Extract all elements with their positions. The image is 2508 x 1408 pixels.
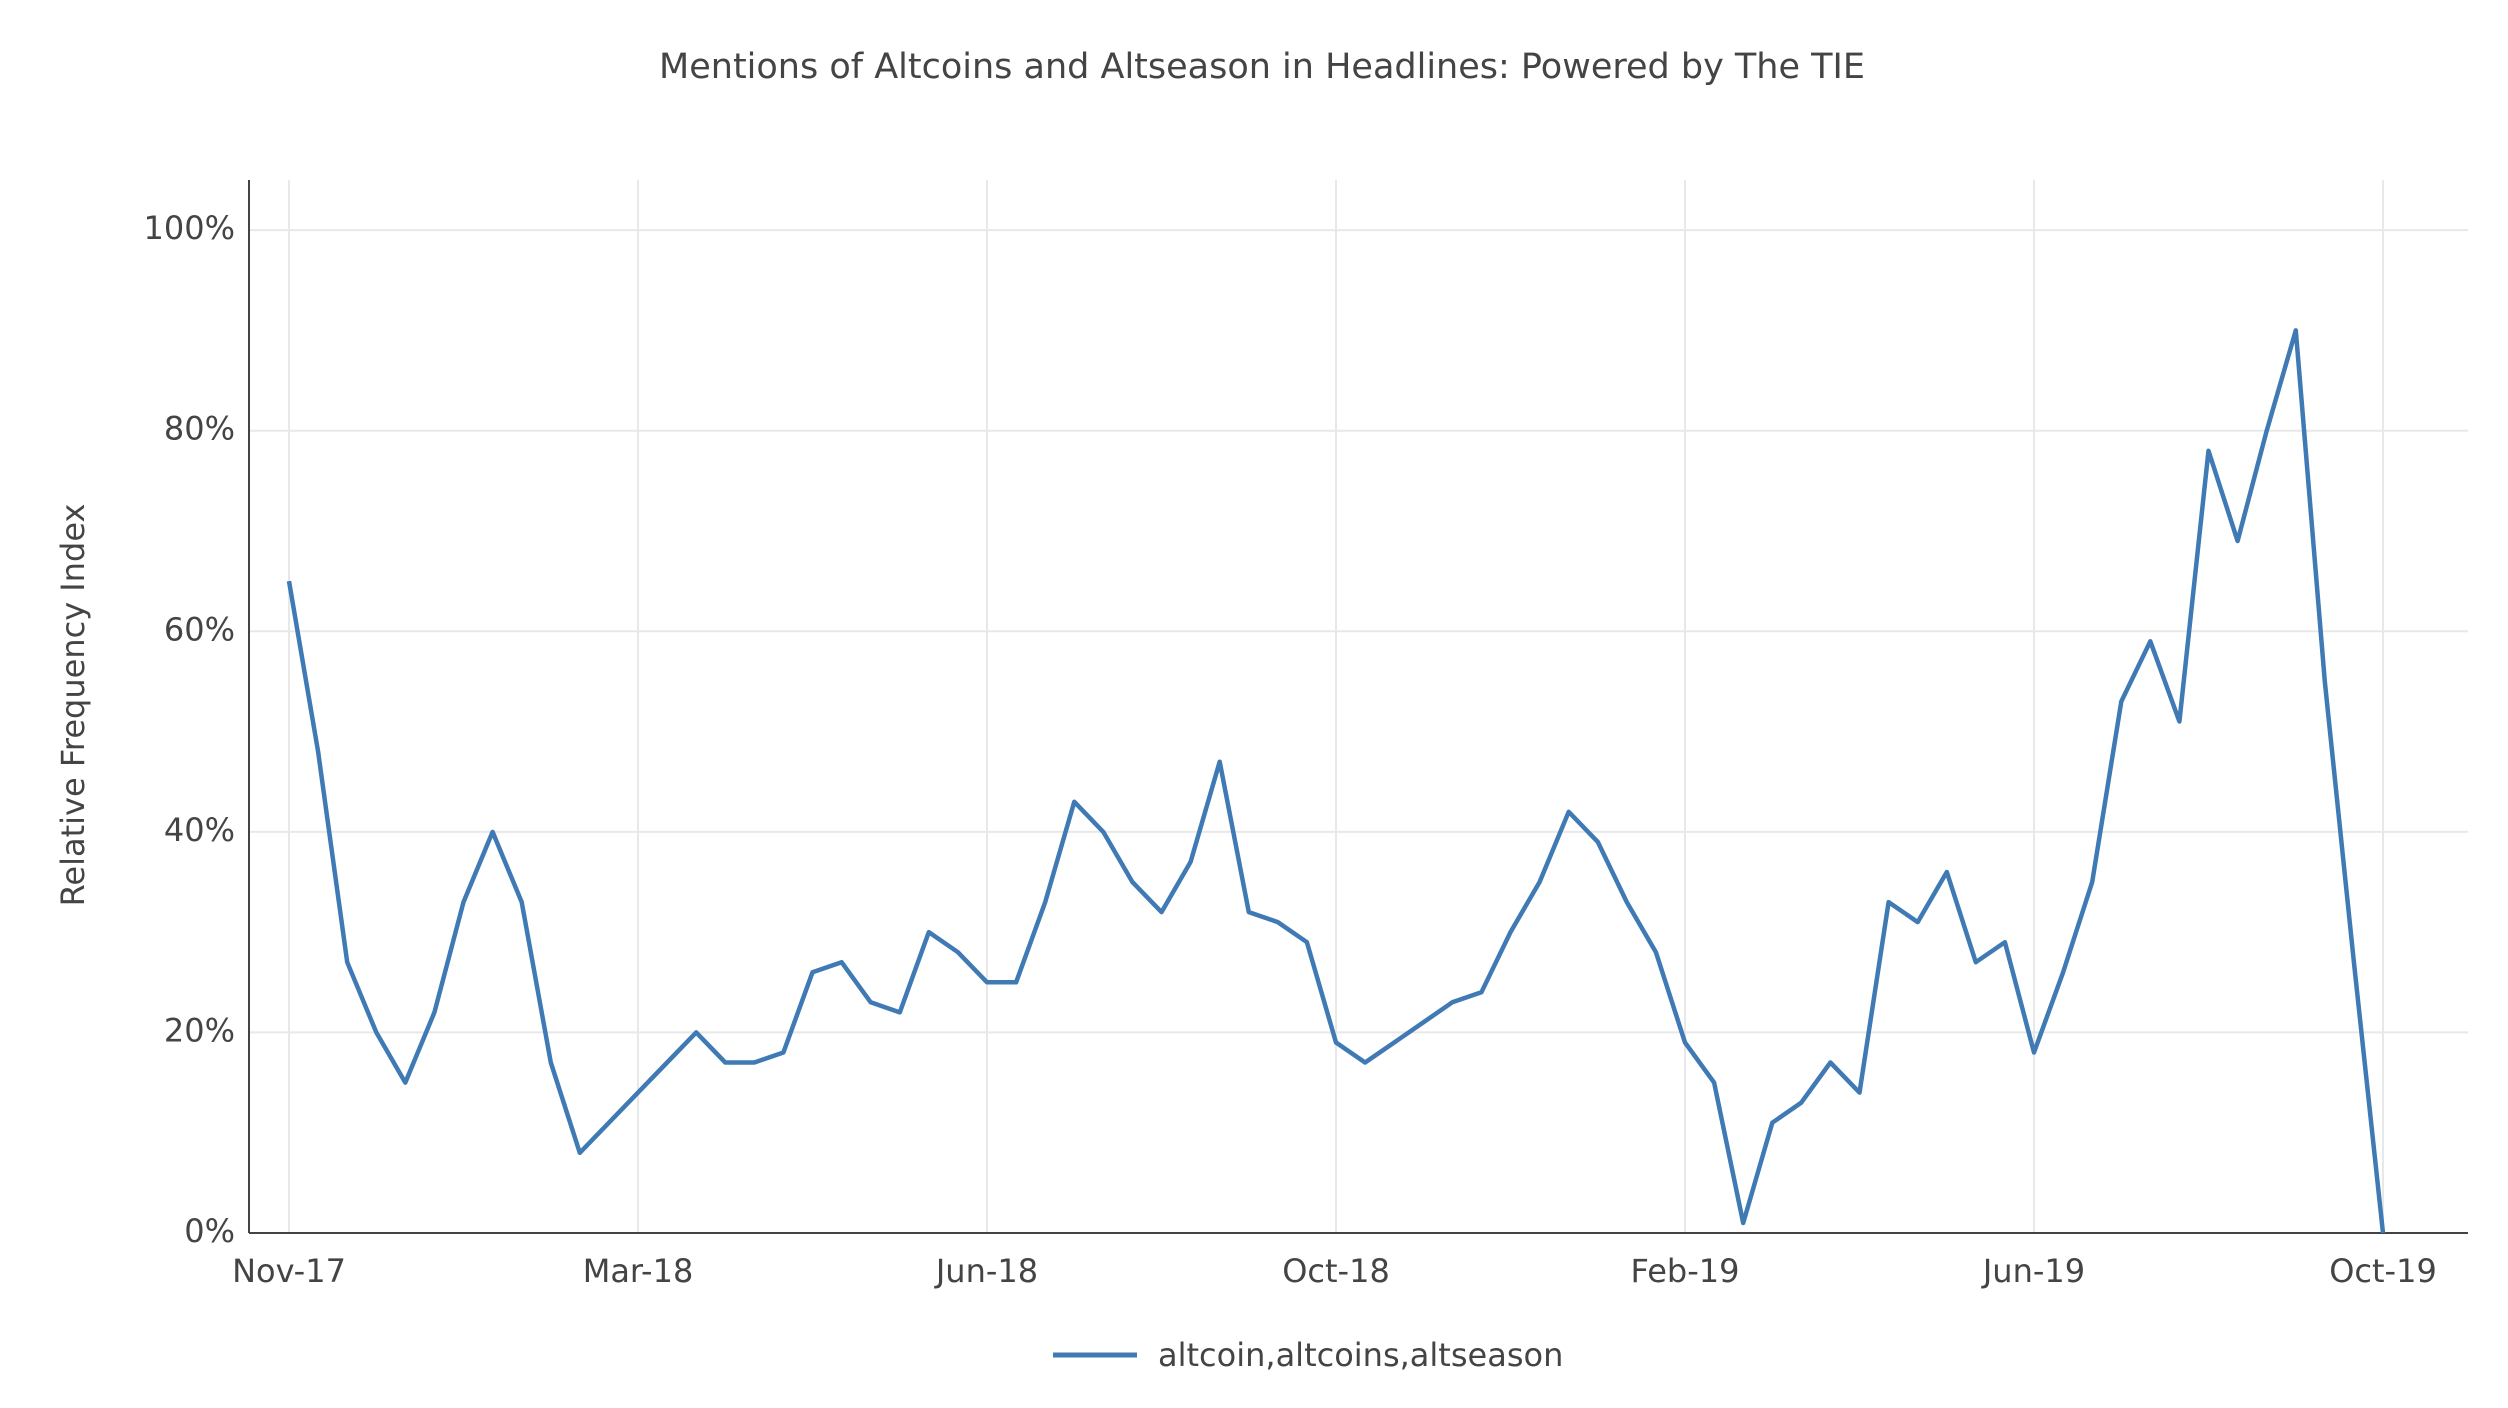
x-tick-label: Feb-19 (1631, 1252, 1740, 1290)
chart-title: Mentions of Altcoins and Altseason in He… (659, 47, 1865, 87)
y-tick-label: 100% (144, 209, 235, 247)
y-axis-title: Relative Frequency Index (54, 504, 92, 907)
x-tick-label: Oct-19 (2329, 1252, 2437, 1290)
y-tick-label: 80% (164, 410, 235, 448)
x-tick-label: Mar-18 (583, 1252, 694, 1290)
y-tick-label: 0% (184, 1212, 235, 1250)
y-tick-label: 60% (164, 610, 235, 648)
y-tick-label: 40% (164, 811, 235, 849)
data-line (286, 328, 2386, 1234)
x-tick-label: Oct-18 (1282, 1252, 1390, 1290)
x-tick-label: Jun-19 (1981, 1252, 2085, 1290)
y-tick-label: 20% (164, 1011, 235, 1049)
x-tick-label: Nov-17 (232, 1252, 346, 1290)
x-tick-label: Jun-18 (934, 1252, 1038, 1290)
legend-label: altcoin,altcoins,altseason (1158, 1336, 1563, 1374)
